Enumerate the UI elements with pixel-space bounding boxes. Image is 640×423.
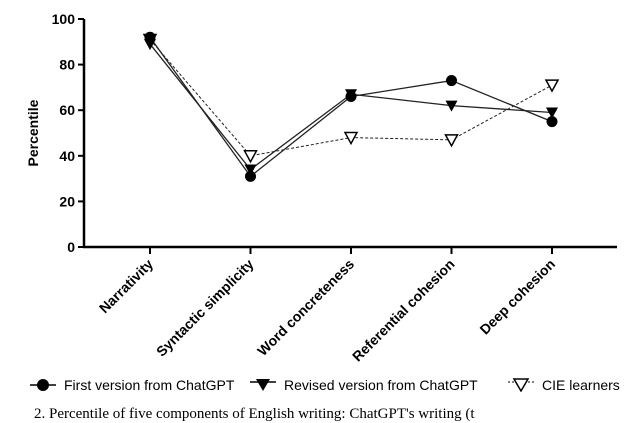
y-tick-label: 80 bbox=[59, 57, 75, 73]
y-axis-label: Percentile bbox=[25, 99, 41, 166]
line-chart: 0 20 40 60 80 100 Percentile NarrativitySyntact… bbox=[25, 11, 617, 365]
data-point bbox=[345, 91, 357, 103]
x-tick-label: Referential cohesion bbox=[349, 256, 458, 365]
data-point bbox=[445, 100, 458, 112]
data-point bbox=[244, 164, 257, 176]
y-tick-label: 40 bbox=[59, 148, 75, 164]
circle-marker-icon bbox=[30, 379, 56, 391]
data-point bbox=[546, 107, 558, 119]
x-tick-label: Word concreteness bbox=[254, 256, 357, 359]
series-line bbox=[149, 36, 553, 178]
y-tick-label: 0 bbox=[67, 239, 75, 255]
y-tick-label: 100 bbox=[52, 11, 76, 27]
data-point bbox=[245, 170, 256, 182]
y-tick-label: 60 bbox=[59, 102, 75, 118]
data-point bbox=[546, 116, 558, 128]
legend-item-first: First version from ChatGPT bbox=[30, 377, 234, 393]
data-point bbox=[144, 31, 156, 43]
filled-triangle-marker-icon bbox=[250, 379, 276, 391]
y-tick-label: 20 bbox=[59, 193, 75, 209]
x-tick-label: Narrativity bbox=[96, 256, 156, 316]
x-tick-label: Deep cohesion bbox=[476, 256, 558, 338]
legend-label-revised: Revised version from ChatGPT bbox=[284, 377, 478, 393]
data-point bbox=[544, 79, 560, 93]
open-triangle-marker-icon bbox=[508, 378, 534, 392]
series-line bbox=[149, 43, 553, 171]
data-point bbox=[243, 150, 258, 164]
data-point bbox=[343, 131, 359, 146]
legend-item-cie: CIE learners bbox=[508, 377, 620, 393]
legend-label-first: First version from ChatGPT bbox=[64, 377, 235, 393]
figure-caption: 2. Percentile of five components of Engl… bbox=[34, 406, 475, 422]
legend-label-cie: CIE learners bbox=[542, 377, 620, 393]
data-point bbox=[446, 75, 457, 87]
x-tick-label: Syntactic simplicity bbox=[153, 256, 257, 360]
data-point bbox=[444, 134, 459, 148]
legend-item-revised: Revised version from ChatGPT bbox=[250, 377, 478, 393]
